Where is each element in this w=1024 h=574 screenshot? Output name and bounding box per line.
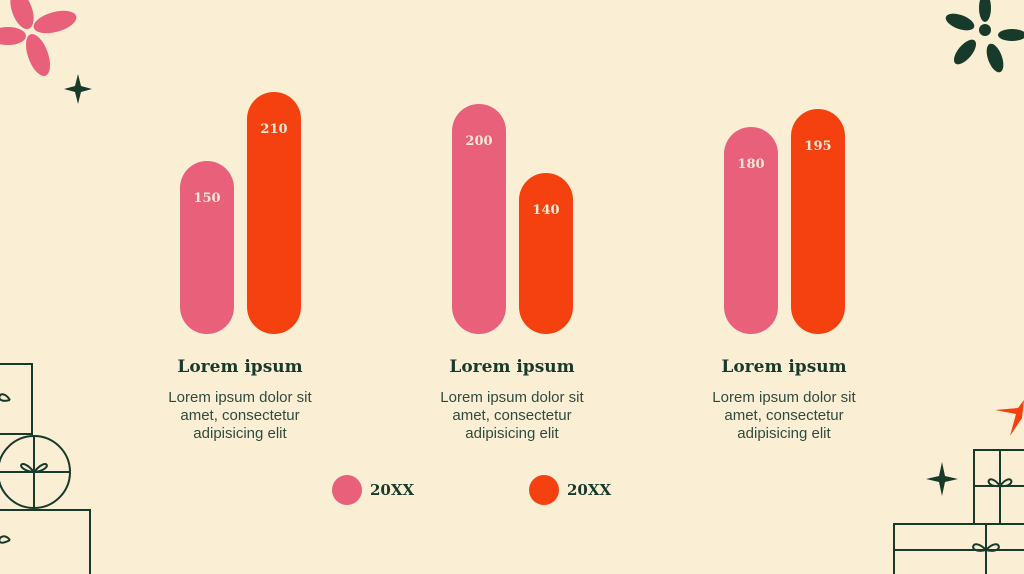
legend-swatch [332, 475, 362, 505]
legend-label: 20XX [567, 481, 612, 499]
bar [791, 109, 845, 334]
data-label: 195 [804, 139, 832, 155]
bar [519, 172, 573, 334]
bar [247, 92, 301, 334]
data-label: 140 [532, 202, 560, 218]
gifts-right [893, 449, 1024, 574]
flower-dark [945, 0, 1024, 73]
data-label: 210 [260, 122, 288, 137]
data-label: 200 [465, 133, 493, 149]
category-description: Lorem ipsum dolor sit amet, consectetur … [168, 389, 312, 442]
sparkle [926, 462, 958, 496]
star [995, 400, 1024, 436]
gifts-left [0, 363, 91, 574]
category-title: Lorem ipsum [177, 357, 303, 377]
sparkle [64, 74, 92, 104]
category-description: Lorem ipsum dolor sit amet, consectetur … [440, 389, 584, 442]
bar [180, 161, 234, 334]
bar [452, 103, 506, 334]
category-title: Lorem ipsum [449, 357, 575, 377]
category-title: Lorem ipsum [721, 357, 847, 377]
flower [0, 0, 77, 76]
data-label: 180 [737, 156, 765, 172]
category-description: Lorem ipsum dolor sit amet, consectetur … [712, 389, 856, 442]
legend-label: 20XX [370, 481, 415, 499]
legend-swatch [529, 475, 559, 505]
bar [724, 126, 778, 334]
data-label: 150 [193, 191, 221, 207]
